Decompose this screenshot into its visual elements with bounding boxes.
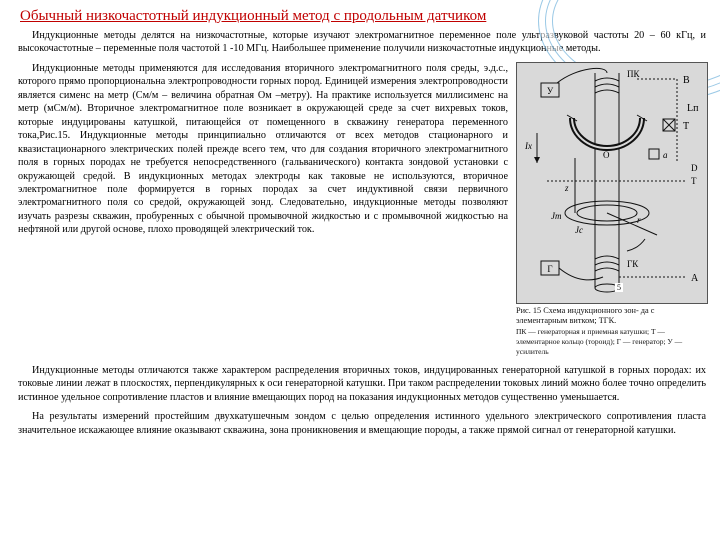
page: Обычный низкочастотный индукционный мето… — [0, 0, 720, 445]
figure-caption: Рис. 15 Схема индукционного зон- да с эл… — [516, 306, 706, 358]
middle-row: Индукционные методы применяются для иссл… — [18, 62, 706, 358]
label-T2: Т — [691, 176, 697, 186]
label-D: D — [691, 163, 698, 173]
middle-text-col: Индукционные методы применяются для иссл… — [18, 62, 508, 358]
figure-diagram: У В ПК Т — [516, 62, 708, 304]
label-B: В — [683, 75, 690, 86]
label-z: z — [564, 183, 569, 193]
paragraph-results: На результаты измерений простейшим двухк… — [18, 410, 706, 437]
label-r: r — [637, 215, 641, 225]
figure-caption-main: Рис. 15 Схема индукционного зон- да с эл… — [516, 306, 654, 325]
label-GK: ГК — [627, 259, 639, 269]
label-a: a — [663, 150, 668, 160]
figure-15: У В ПК Т — [516, 62, 706, 358]
overlay-num5: 5 — [615, 283, 623, 292]
label-Y: У — [547, 86, 554, 96]
label-Ix: Iх — [524, 141, 532, 151]
label-Jc: Jс — [575, 225, 583, 235]
label-O: O — [603, 150, 610, 160]
page-title: Обычный низкочастотный индукционный мето… — [20, 8, 706, 25]
paragraph-methods: Индукционные методы применяются для иссл… — [18, 62, 508, 237]
label-T: Т — [683, 121, 689, 132]
label-Jt: Jт — [551, 211, 562, 221]
paragraph-intro: Индукционные методы делятся на низкочаст… — [18, 29, 706, 56]
label-G: Г — [547, 264, 552, 274]
label-A: A — [691, 273, 699, 284]
paragraph-distribution: Индукционные методы отличаются также хар… — [18, 364, 706, 404]
label-Ln: Lп — [687, 103, 699, 114]
figure-caption-sub: ПК — генераторная и приемная катушки; Т … — [516, 327, 682, 357]
label-PK: ПК — [627, 69, 640, 79]
